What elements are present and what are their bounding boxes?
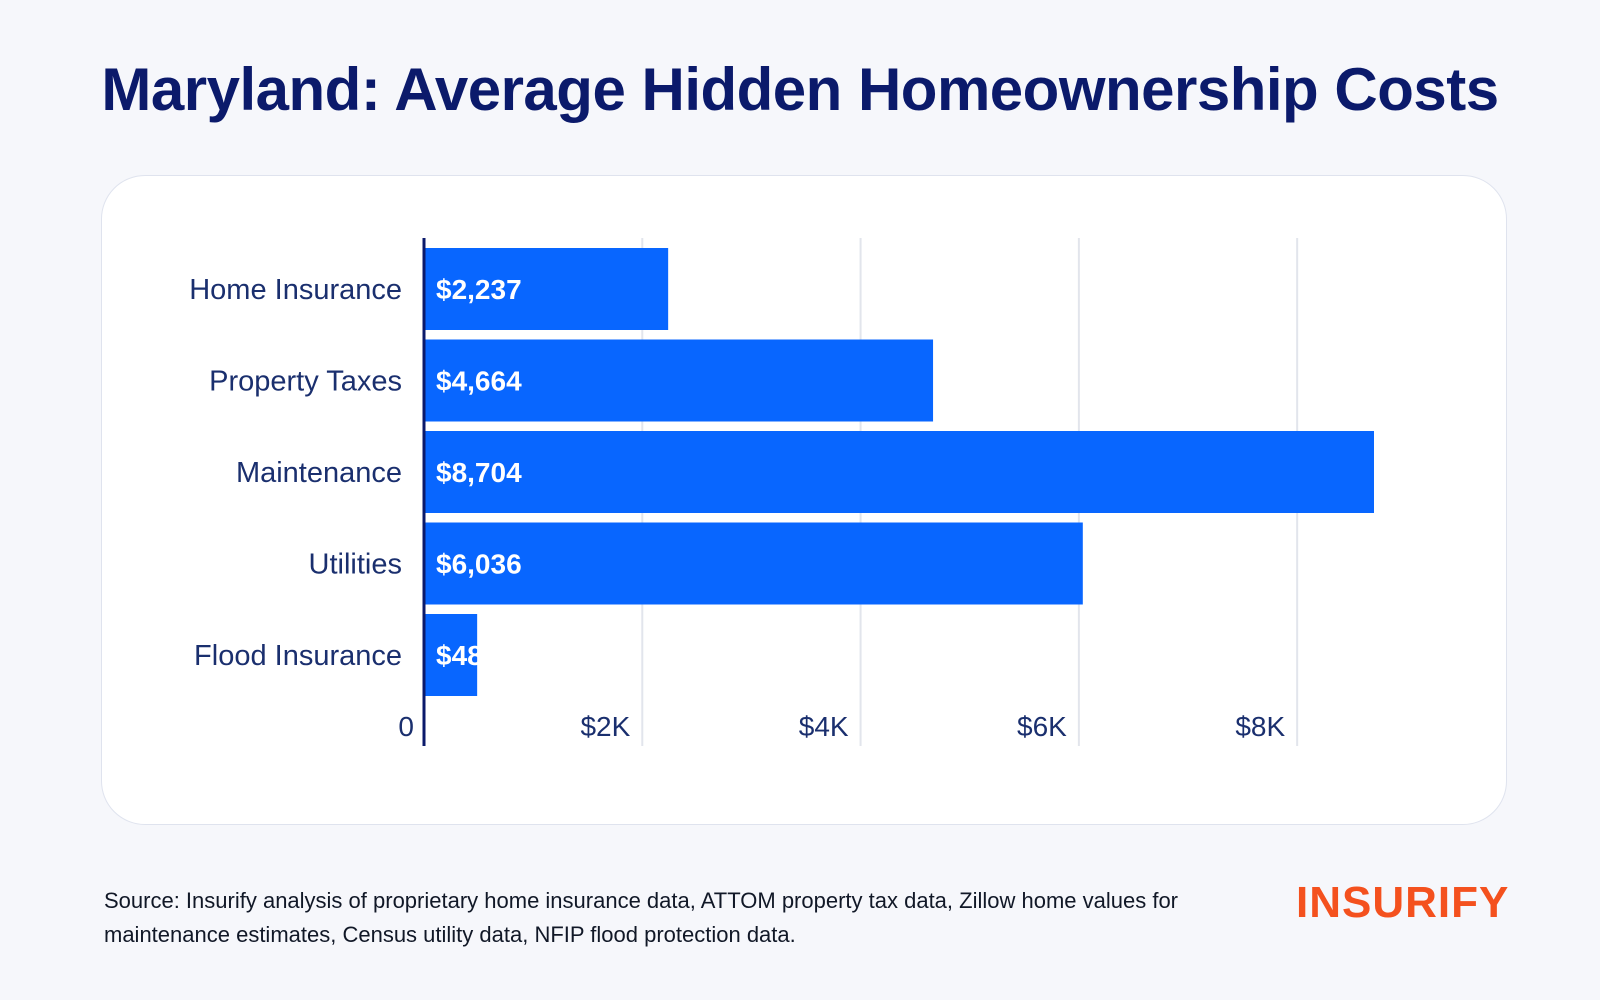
x-tick-label: $4K bbox=[799, 711, 849, 742]
value-label: $6,036 bbox=[436, 549, 522, 580]
value-label: $8,704 bbox=[436, 457, 522, 488]
bar-property-taxes bbox=[424, 339, 934, 422]
x-tick-label: $6K bbox=[1017, 711, 1067, 742]
insurify-logo: INSURIFY bbox=[1296, 878, 1510, 927]
value-label: $4,664 bbox=[436, 366, 522, 397]
x-tick-label: $8K bbox=[1235, 711, 1285, 742]
category-label: Flood Insurance bbox=[194, 640, 402, 672]
bar-home-insurance bbox=[424, 248, 669, 330]
bar-chart: Home Insurance $2,237 Property Taxes $4,664… bbox=[189, 238, 1374, 746]
bar-utilities bbox=[424, 522, 1083, 605]
category-label: Home Insurance bbox=[189, 274, 402, 306]
x-tick-label: $2K bbox=[580, 711, 630, 742]
value-label: $487 bbox=[436, 640, 498, 671]
source-note: Source: Insurify analysis of proprietary… bbox=[104, 888, 1179, 947]
x-tick-label: 0 bbox=[398, 711, 414, 742]
category-label: Property Taxes bbox=[209, 366, 402, 398]
chart-card: Home Insurance $2,237 Property Taxes $4,664… bbox=[101, 175, 1507, 825]
bar-maintenance bbox=[424, 431, 1374, 513]
category-label: Maintenance bbox=[236, 457, 402, 489]
value-label: $2,237 bbox=[436, 274, 522, 305]
category-label: Utilities bbox=[309, 549, 402, 581]
page-title: Maryland: Average Hidden Homeownership C… bbox=[101, 56, 1499, 123]
bar-flood-insurance bbox=[424, 614, 478, 696]
